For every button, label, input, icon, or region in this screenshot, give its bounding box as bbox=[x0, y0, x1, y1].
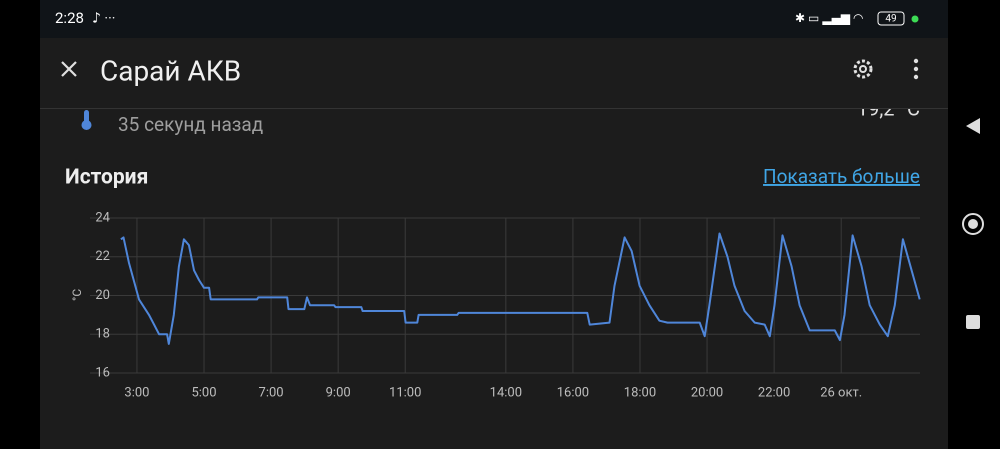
y-axis-label: °C bbox=[70, 289, 84, 301]
gear-center bbox=[859, 65, 867, 73]
header-title: Сарай АКВ bbox=[100, 54, 241, 87]
x-tick-label: 20:00 bbox=[691, 385, 723, 400]
y-tick-label: 24 bbox=[95, 210, 110, 225]
x-tick-label: 9:00 bbox=[326, 385, 351, 400]
nav-home-dot bbox=[968, 219, 978, 229]
dot bbox=[913, 66, 919, 72]
nav-home[interactable] bbox=[962, 213, 984, 235]
nav-back[interactable] bbox=[966, 118, 980, 134]
x-tick-label: 26 окт. bbox=[820, 385, 862, 400]
y-tick-label: 18 bbox=[95, 327, 110, 342]
y-tick-label: 16 bbox=[95, 365, 110, 380]
status-icon: ♪ ··· bbox=[92, 11, 115, 27]
x-tick-label: 5:00 bbox=[191, 385, 216, 400]
gear bbox=[853, 59, 873, 79]
x-tick-label: 22:00 bbox=[758, 385, 790, 400]
x-tick-label: 16:00 bbox=[557, 385, 589, 400]
dot bbox=[913, 74, 919, 80]
status-time: 2:28 bbox=[55, 9, 84, 27]
chart: 16 18 20 22 24 3:00 5:00 7:00 9:00 11:00 14:00 16:0… bbox=[90, 210, 921, 400]
y-tick-label: 22 bbox=[95, 249, 110, 264]
show-more-link[interactable]: Показать больше bbox=[763, 165, 920, 188]
x-tick-label: 7:00 bbox=[259, 385, 284, 400]
status-icons: ✱ ▭ ▂▄▆ ◠ bbox=[795, 11, 863, 25]
nav-recents[interactable] bbox=[966, 315, 980, 329]
header-bar bbox=[40, 38, 948, 108]
history-title: История bbox=[65, 166, 148, 190]
last-changed: 35 секунд назад bbox=[118, 113, 263, 136]
indicator bbox=[911, 15, 919, 23]
menu-button[interactable] bbox=[913, 58, 919, 80]
battery-level: 49 bbox=[885, 14, 896, 25]
x-tick-label: 11:00 bbox=[389, 385, 421, 400]
settings-button[interactable] bbox=[853, 59, 873, 79]
y-tick-label: 20 bbox=[95, 288, 110, 303]
battery bbox=[877, 11, 905, 26]
thermometer-icon bbox=[81, 110, 92, 130]
x-tick-label: 3:00 bbox=[124, 385, 149, 400]
thermometer-bulb bbox=[81, 120, 92, 130]
close-button[interactable] bbox=[61, 61, 77, 77]
x-tick-label: 14:00 bbox=[490, 385, 522, 400]
temperature-line bbox=[120, 232, 921, 345]
x-tick-label: 18:00 bbox=[624, 385, 656, 400]
dot bbox=[913, 58, 919, 64]
status-bar bbox=[40, 0, 948, 38]
